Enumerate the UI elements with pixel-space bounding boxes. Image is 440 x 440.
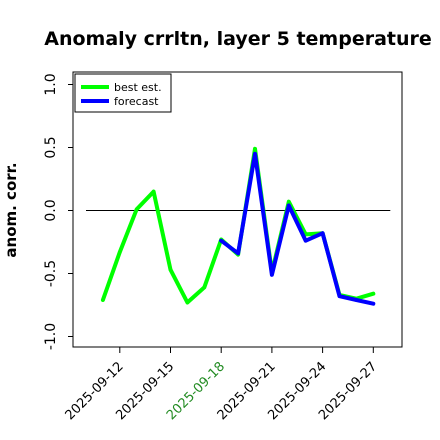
series-line-best-est <box>100 146 376 305</box>
series-point <box>371 291 376 296</box>
legend-label-best-est: best est. <box>114 81 162 94</box>
y-tick-label: 0.5 <box>43 136 59 158</box>
y-tick-label: -0.5 <box>43 260 59 287</box>
series-point <box>219 238 223 243</box>
series-point <box>118 250 122 254</box>
y-tick-label: 0.0 <box>43 199 59 221</box>
series-point <box>253 146 257 151</box>
series-point <box>202 285 207 290</box>
series-point <box>303 238 308 243</box>
series-point <box>134 207 139 212</box>
legend-box <box>74 73 172 113</box>
legend-label-forecast: forecast <box>114 95 159 108</box>
series-point <box>101 298 105 302</box>
series-point <box>185 300 190 305</box>
plot-area-frame <box>72 71 403 348</box>
series-point <box>320 231 325 235</box>
legend: best est. forecast <box>74 73 172 113</box>
series-point <box>253 152 257 156</box>
series-point <box>168 267 173 272</box>
series-point <box>236 251 240 256</box>
x-axis: 2025-09-122025-09-152025-09-182025-09-21… <box>63 347 380 423</box>
series-point <box>354 298 359 302</box>
y-axis: -1.0 -0.5 0.0 0.5 1.0 <box>43 73 73 350</box>
series-point <box>270 272 274 277</box>
series-point <box>371 301 376 306</box>
series-line-forecast <box>219 151 376 306</box>
y-axis-label: anom. corr. <box>2 162 20 257</box>
y-tick-label: -1.0 <box>43 323 59 350</box>
series-layer <box>100 146 376 306</box>
series-point <box>337 294 342 298</box>
series-point <box>287 203 291 208</box>
chart-title: Anomaly crrltn, layer 5 temperature <box>44 28 432 50</box>
y-tick-label: 1.0 <box>43 73 59 95</box>
series-point <box>287 199 291 204</box>
series-point <box>151 189 156 194</box>
